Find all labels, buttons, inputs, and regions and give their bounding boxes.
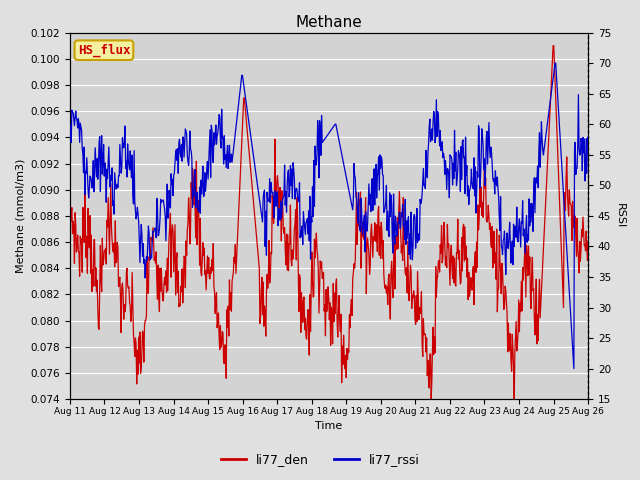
Legend: li77_den, li77_rssi: li77_den, li77_rssi <box>216 448 424 471</box>
Text: HS_flux: HS_flux <box>77 44 130 57</box>
Y-axis label: Methane (mmol/m3): Methane (mmol/m3) <box>15 159 25 273</box>
Title: Methane: Methane <box>296 15 362 30</box>
Y-axis label: RSSI: RSSI <box>615 203 625 228</box>
X-axis label: Time: Time <box>316 421 342 432</box>
